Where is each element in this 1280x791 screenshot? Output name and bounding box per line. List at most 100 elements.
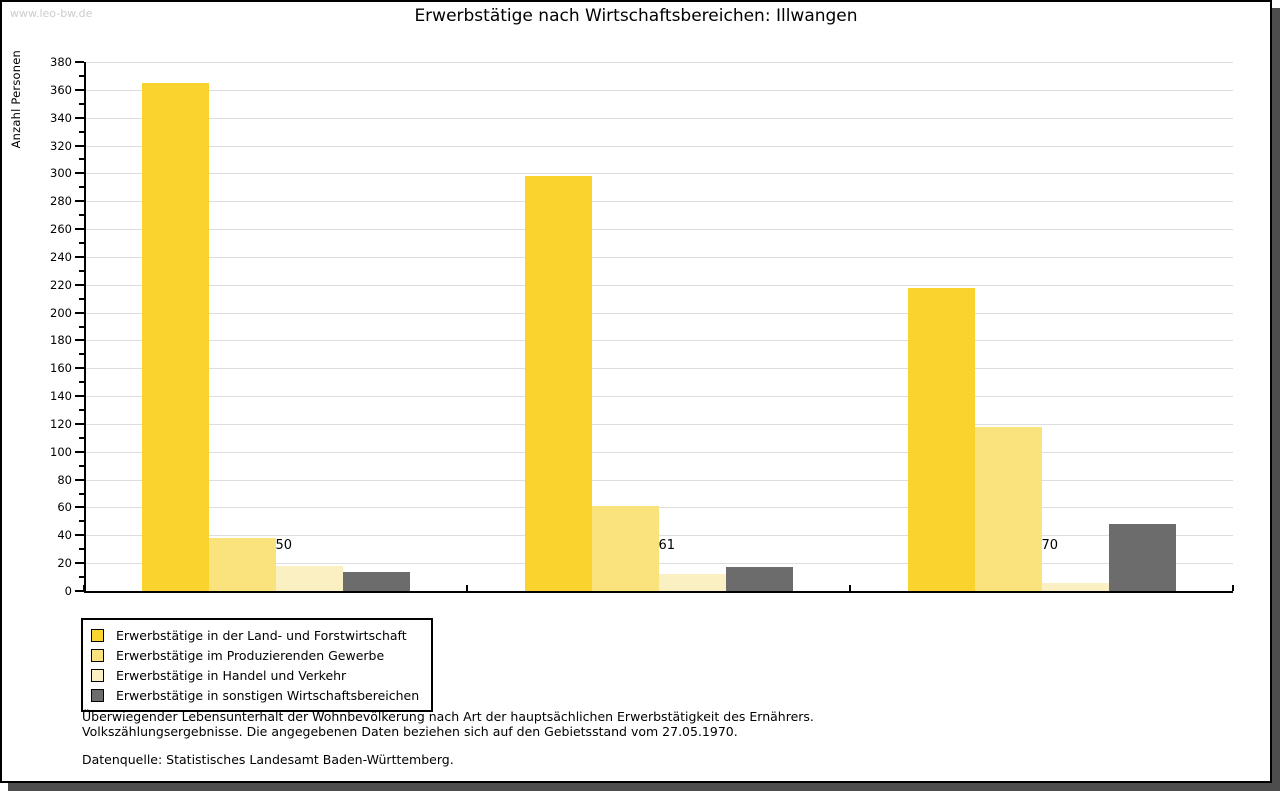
y-tick-label-0: 0 <box>64 584 72 598</box>
y-tick-370 <box>79 74 84 77</box>
legend: Erwerbstätige in der Land- und Forstwirt… <box>81 618 434 712</box>
y-tick-200 <box>75 311 84 314</box>
y-tick-310 <box>79 158 84 161</box>
gridline-y-380 <box>86 62 1233 63</box>
y-tick-100 <box>75 450 84 453</box>
y-tick-90 <box>79 464 84 467</box>
legend-item-series2: Erwerbstätige im Produzierenden Gewerbe <box>91 645 419 665</box>
gridline-y-60 <box>86 507 1233 509</box>
y-tick-180 <box>75 339 84 342</box>
footer-source: Datenquelle: Statistisches Landesamt Bad… <box>82 752 454 767</box>
y-tick-label-340: 340 <box>50 110 72 125</box>
bar-1961-series4 <box>725 567 793 591</box>
legend-label-series2: Erwerbstätige im Produzierenden Gewerbe <box>116 647 385 663</box>
y-tick-110 <box>79 436 84 439</box>
legend-label-series4: Erwerbstätige in sonstigen Wirtschaftsbe… <box>116 687 420 703</box>
y-tick-320 <box>75 144 84 147</box>
bar-1950-series3 <box>275 565 343 591</box>
legend-swatch-series4 <box>91 688 104 702</box>
y-tick-label-60: 60 <box>57 500 72 515</box>
gridline-y-300 <box>86 173 1233 175</box>
bar-1961-series3 <box>658 574 726 591</box>
y-tick-label-200: 200 <box>50 305 72 320</box>
y-tick-380 <box>75 61 84 63</box>
footer-note-line2: Volkszählungsergebnisse. Die angegebenen… <box>82 723 738 739</box>
y-tick-130 <box>79 409 84 412</box>
y-tick-150 <box>79 381 84 384</box>
x-tick-2 <box>849 585 851 591</box>
x-tick-3 <box>1232 585 1234 591</box>
gridline-y-360 <box>86 89 1233 91</box>
bar-1961-series1 <box>524 176 592 591</box>
watermark-leo-bw: www.leo-bw.de <box>10 7 93 20</box>
y-tick-30 <box>79 548 84 551</box>
y-tick-label-80: 80 <box>57 472 72 487</box>
y-tick-290 <box>79 186 84 189</box>
y-tick-10 <box>79 576 84 579</box>
y-tick-140 <box>75 395 84 398</box>
legend-item-series3: Erwerbstätige in Handel und Verkehr <box>91 665 419 685</box>
y-tick-210 <box>79 297 84 300</box>
y-tick-300 <box>75 172 84 175</box>
y-tick-60 <box>75 506 84 509</box>
y-tick-label-240: 240 <box>50 249 72 264</box>
gridline-y-340 <box>86 117 1233 119</box>
legend-label-series1: Erwerbstätige in der Land- und Forstwirt… <box>116 627 407 643</box>
gridline-y-280 <box>86 201 1233 203</box>
y-tick-label-260: 260 <box>50 222 72 237</box>
gridline-y-100 <box>86 451 1233 453</box>
y-tick-70 <box>79 492 84 495</box>
bar-1970-series2 <box>974 426 1042 591</box>
gridline-y-260 <box>86 229 1233 231</box>
footer-note-line1: Überwiegender Lebensunterhalt der Wohnbe… <box>82 709 814 724</box>
y-axis-line <box>84 62 86 593</box>
y-tick-label-140: 140 <box>50 389 72 404</box>
y-tick-340 <box>75 116 84 119</box>
legend-label-series3: Erwerbstätige in Handel und Verkehr <box>116 667 347 683</box>
gridline-y-80 <box>86 479 1233 481</box>
y-tick-280 <box>75 200 84 203</box>
gridline-y-160 <box>86 368 1233 370</box>
y-tick-190 <box>79 325 84 328</box>
y-tick-label-280: 280 <box>50 194 72 209</box>
y-tick-160 <box>75 367 84 370</box>
gridline-y-20 <box>86 563 1233 565</box>
bar-1970-series4 <box>1108 524 1176 591</box>
chart-title: Erwerbstätige nach Wirtschaftsbereichen:… <box>414 6 858 26</box>
y-tick-label-380: 380 <box>50 55 72 69</box>
y-tick-330 <box>79 130 84 133</box>
y-tick-240 <box>75 255 84 258</box>
y-tick-230 <box>79 269 84 272</box>
legend-swatch-series2 <box>91 648 104 662</box>
gridline-y-200 <box>86 312 1233 314</box>
y-tick-220 <box>75 283 84 286</box>
x-axis-line <box>84 591 1233 593</box>
y-tick-label-320: 320 <box>50 138 72 153</box>
footer-notes: Überwiegender Lebensunterhalt der Wohnbe… <box>82 709 814 739</box>
y-tick-250 <box>79 241 84 244</box>
y-tick-20 <box>75 562 84 565</box>
y-tick-350 <box>79 102 84 105</box>
gridline-y-120 <box>86 423 1233 425</box>
y-tick-170 <box>79 353 84 356</box>
gridline-y-40 <box>86 535 1233 537</box>
y-tick-label-100: 100 <box>50 444 72 459</box>
bar-1950-series2 <box>208 538 276 591</box>
y-tick-360 <box>75 88 84 91</box>
gridline-y-140 <box>86 396 1233 398</box>
bar-1950-series1 <box>141 82 209 591</box>
bar-1950-series4 <box>342 571 410 591</box>
gridline-y-220 <box>86 284 1233 286</box>
y-tick-50 <box>79 520 84 523</box>
gridline-y-240 <box>86 256 1233 258</box>
plot-area: 0 20 40 60 80 100 120 140 160 180 200 220 240 260 280 3… <box>50 55 1234 598</box>
y-axis-label: Anzahl Personen <box>9 50 23 149</box>
y-tick-80 <box>75 478 84 481</box>
y-tick-label-20: 20 <box>57 556 72 571</box>
y-tick-label-120: 120 <box>50 416 72 431</box>
y-tick-270 <box>79 214 84 217</box>
legend-item-series1: Erwerbstätige in der Land- und Forstwirt… <box>91 625 419 645</box>
gridline-y-320 <box>86 145 1233 147</box>
y-tick-260 <box>75 228 84 231</box>
